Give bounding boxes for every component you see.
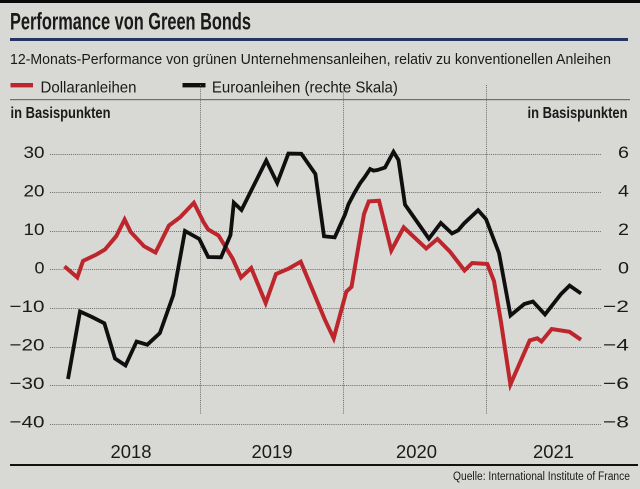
svg-text:−4: −4 [603,336,629,355]
svg-text:10: 10 [24,220,45,239]
svg-text:−8: −8 [603,413,629,432]
svg-text:2021: 2021 [533,441,574,462]
svg-text:20: 20 [24,182,45,201]
svg-text:2019: 2019 [252,441,293,462]
svg-text:Quelle: International Institut: Quelle: International Institute of Franc… [453,471,630,483]
svg-text:Euroanleihen (rechte Skala): Euroanleihen (rechte Skala) [212,80,398,97]
svg-text:6: 6 [618,143,629,162]
svg-text:−10: −10 [10,297,45,316]
svg-text:2020: 2020 [396,441,437,462]
svg-text:−40: −40 [10,413,45,432]
svg-text:−6: −6 [603,374,629,393]
svg-text:4: 4 [618,182,629,201]
svg-text:−20: −20 [10,336,45,355]
svg-text:Performance von Green Bonds: Performance von Green Bonds [10,9,251,36]
svg-text:0: 0 [618,259,629,278]
svg-text:30: 30 [24,143,45,162]
svg-text:in Basispunkten: in Basispunkten [528,105,628,122]
svg-text:2: 2 [618,220,629,239]
svg-text:2018: 2018 [111,441,152,462]
svg-text:Dollaranleihen: Dollaranleihen [41,80,137,97]
svg-text:−30: −30 [10,374,45,393]
svg-text:12-Monats-Performance von grün: 12-Monats-Performance von grünen Unterne… [10,52,611,68]
svg-text:0: 0 [35,259,45,278]
svg-text:in Basispunkten: in Basispunkten [11,105,111,122]
svg-text:−2: −2 [603,297,629,316]
